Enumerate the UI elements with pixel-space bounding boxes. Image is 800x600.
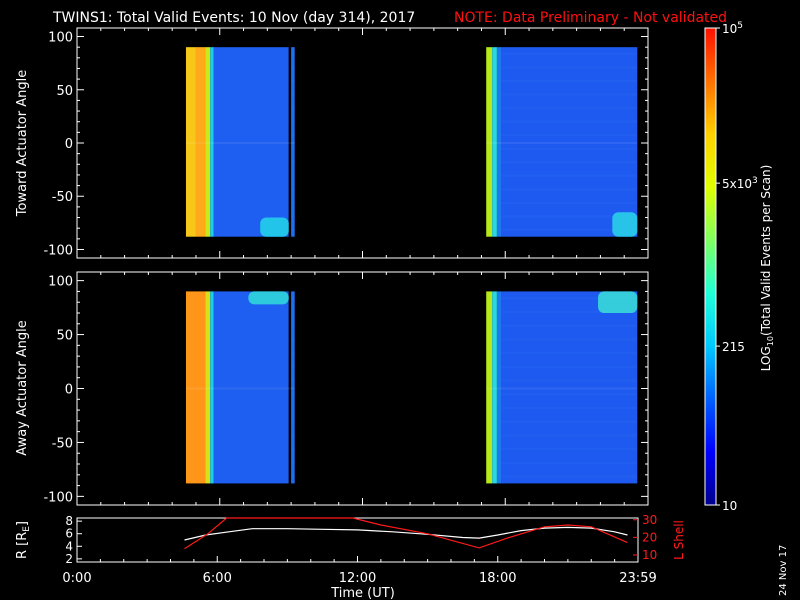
date-stamp: 24 Nov 17 [778, 545, 789, 596]
top-ytick-label-50: 50 [56, 84, 73, 99]
orbit-left-tick-label-4: 4 [65, 539, 73, 553]
bottom-block-0-hotspot [248, 291, 289, 305]
time-tick-label-2: 12:00 [339, 571, 376, 586]
bottom-ytick-label-50: 50 [56, 329, 73, 344]
bottom-block-1-hotspot [598, 291, 638, 313]
colorbar-gradient [704, 27, 717, 506]
top-ytick-label-0: 0 [65, 137, 73, 152]
orbit-series-radius-line [184, 526, 628, 541]
colorbar-label: LOG10(Total Valid Events per Scan) [759, 165, 775, 372]
colorbar-tick-label-1: 215 [722, 340, 745, 354]
top-block-1-strip-2 [496, 47, 502, 237]
time-axis-label: Time (UT) [330, 586, 395, 600]
time-tick-label-3: 18:00 [479, 571, 516, 586]
colorbar-tick-label-3: 105 [722, 21, 743, 36]
bottom-block-0-strip-5 [291, 291, 295, 484]
top-block-0-strip-4 [213, 47, 289, 237]
top-ytick-label--50: -50 [52, 190, 73, 205]
orbit-right-tick-label-10: 10 [642, 548, 657, 562]
top-ytick-label-100: 100 [48, 31, 73, 46]
time-tick-label-4: 23:59 [619, 571, 656, 586]
top-block-1-strip-3 [501, 47, 638, 237]
plot-title: TWINS1: Total Valid Events: 10 Nov (day … [52, 10, 415, 26]
orbit-right-axis-label: L Shell [672, 520, 686, 560]
bottom-block-1-strip-2 [496, 291, 502, 484]
top-block-0-strip-3 [210, 47, 214, 237]
bottom-y-axis-label: Away Actuator Angle [15, 320, 30, 455]
bottom-block-0-strip-1 [205, 291, 211, 484]
bottom-heatmap-panel: 100 50 0 -50 -100 Away Actuator Angle [15, 271, 649, 506]
colorbar: 10 215 5x103 105 LOG10(Total Valid Events p… [704, 21, 775, 513]
orbit-left-tick-label-6: 6 [65, 527, 73, 541]
orbit-right-tick-label-20: 20 [642, 530, 657, 544]
top-y-axis-label: Toward Actuator Angle [15, 70, 30, 217]
bottom-ytick-label--100: -100 [43, 490, 73, 505]
bottom-block-1-strip-3 [501, 291, 638, 484]
bottom-block-0-strip-3 [213, 291, 289, 484]
top-block-1-hotspot [612, 212, 638, 237]
data-note: NOTE: Data Preliminary - Not validated [454, 10, 727, 26]
orbit-left-tick-label-2: 2 [65, 552, 73, 566]
bottom-block-0-strip-4 [288, 291, 292, 484]
bottom-block-0-strip-2 [210, 291, 214, 484]
colorbar-tick-label-2: 5x103 [722, 176, 758, 191]
orbit-series-lshell-line [184, 517, 628, 550]
orbit-right-tick-label-30: 30 [642, 513, 657, 527]
top-block-0-strip-0 [185, 47, 196, 237]
top-block-0-strip-2 [205, 47, 211, 237]
bottom-ytick-label-0: 0 [65, 383, 73, 398]
top-block-0-hotspot [260, 217, 289, 237]
top-block-1-strip-1 [492, 47, 497, 237]
top-ytick-label--100: -100 [43, 243, 73, 258]
orbit-panel-frame [76, 517, 639, 563]
bottom-block-1-strip-1 [492, 291, 497, 484]
orbit-left-tick-label-8: 8 [65, 514, 73, 528]
bottom-ytick-label--50: -50 [52, 436, 73, 451]
top-block-0-strip-1 [195, 47, 206, 237]
top-block-1-strip-0 [486, 47, 493, 237]
colorbar-tick-label-0: 10 [722, 499, 737, 513]
top-block-0-strip-5 [288, 47, 292, 237]
top-heatmap-panel: 100 50 0 -50 -100 Toward Actuator Angle [15, 27, 649, 259]
bottom-ytick-label-100: 100 [48, 275, 73, 290]
orbit-left-axis-label: R [RE] [15, 521, 32, 559]
bottom-block-0-strip-0 [185, 291, 206, 484]
time-tick-label-0: 0:00 [62, 571, 91, 586]
top-block-0-strip-6 [291, 47, 295, 237]
time-tick-label-1: 6:00 [203, 571, 232, 586]
bottom-block-1-strip-0 [486, 291, 493, 484]
